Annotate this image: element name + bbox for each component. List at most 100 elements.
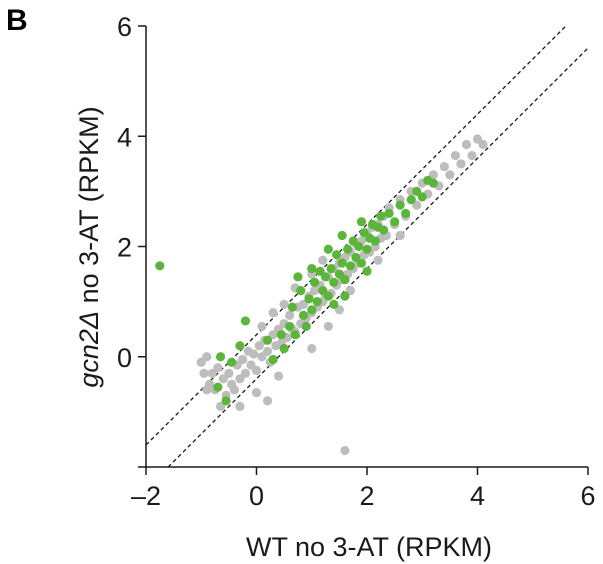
y-axis-label-strain: gcn2Δ [74,311,104,388]
highlight-point [215,352,226,362]
highlight-point [378,225,389,235]
y-tick-label: 4 [117,122,132,152]
highlight-point [304,294,314,304]
highlight-point [332,250,342,260]
highlight-point [428,178,438,188]
data-point [450,150,460,161]
highlight-point [221,396,231,406]
x-tick-label: –2 [131,481,161,511]
x-tick-label: 4 [470,481,485,511]
data-point [478,139,488,150]
axes: –2 0 2 4 6 0 2 4 6 [117,12,596,511]
highlight-point [268,354,278,365]
highlight-point [329,277,339,287]
highlight-point [320,272,331,282]
highlight-point [287,302,298,312]
highlight-point [279,343,289,354]
data-point [467,150,477,161]
data-point [202,352,212,362]
highlight-point [390,217,400,227]
data-point [224,368,234,378]
highlight-point [298,310,309,321]
data-point [235,401,245,411]
data-point [257,321,267,332]
x-tick-label: 6 [580,481,595,511]
highlight-point [406,195,416,205]
highlight-point [395,200,405,210]
highlight-point [240,316,251,326]
data-point [285,310,295,321]
highlight-point [329,299,339,309]
highlight-point [323,244,333,254]
highlight-point [309,277,320,287]
x-tick-label: 2 [359,481,374,511]
data-point [274,371,284,381]
data-point [395,230,405,241]
highlight-point [301,321,311,332]
y-tick-label: 0 [117,343,132,373]
data-point [268,308,278,318]
highlight-point [340,274,350,285]
highlight-point [343,244,353,254]
highlight-point [285,321,295,332]
highlight-point [262,335,273,345]
data-point [461,139,472,150]
highlight-point [155,261,165,271]
highlight-point [340,291,350,301]
data-point [439,161,449,172]
highlight-point [307,305,317,315]
highlight-point [345,261,356,271]
data-point [340,445,350,456]
data-points [155,134,488,456]
highlight-point [376,211,386,221]
data-point [213,363,223,373]
highlight-point [296,286,306,296]
data-point [307,343,317,354]
panel-label: B [6,4,28,37]
data-point [279,299,289,309]
y-axis-label-condition: no 3-AT (RPKM) [74,106,104,311]
y-tick-label: 2 [117,233,132,263]
series-1 [155,175,438,406]
data-point [445,170,455,180]
y-axis-label: gcn2Δ no 3-AT (RPKM) [74,106,104,387]
highlight-point [323,291,333,301]
data-point [249,349,259,359]
data-point [251,365,262,376]
highlight-point [293,272,303,282]
highlight-point [384,208,394,219]
highlight-point [362,244,372,254]
data-point [262,346,273,356]
data-point [323,321,333,332]
highlight-point [213,382,223,392]
data-point [238,354,248,365]
highlight-point [290,330,300,340]
x-tick-label: 0 [249,481,264,511]
highlight-point [356,258,367,268]
highlight-point [362,266,372,276]
data-point [240,368,251,378]
highlight-point [312,297,322,307]
highlight-point [417,192,427,202]
data-point [251,387,262,398]
data-point [199,368,209,378]
highlight-point [307,263,317,274]
highlight-point [356,217,367,227]
series-0 [196,134,488,456]
highlight-point [401,208,411,219]
highlight-point [276,330,286,340]
highlight-point [370,236,380,246]
data-point [373,255,383,265]
highlight-point [227,357,237,367]
data-point [262,396,273,406]
data-point [318,255,328,265]
highlight-point [337,230,347,241]
data-point [456,159,466,169]
data-point [229,385,239,395]
highlight-point [326,263,336,274]
highlight-point [235,341,245,351]
y-tick-label: 6 [117,12,132,42]
x-axis-label: WT no 3-AT (RPKM) [246,532,492,562]
highlight-point [337,258,347,268]
